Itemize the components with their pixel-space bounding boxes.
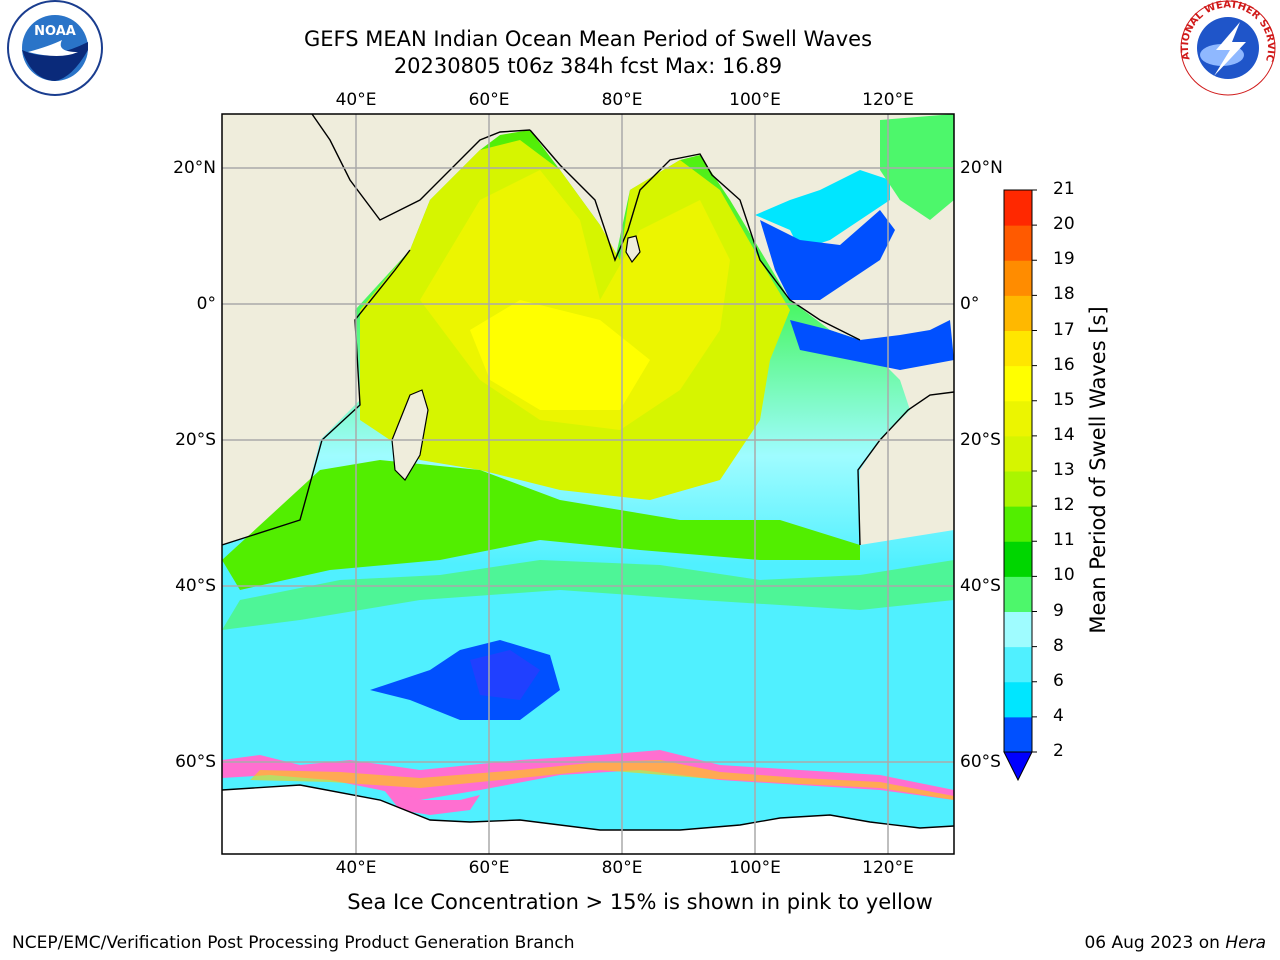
colorbar-segment [1004,506,1032,542]
colorbar-segment [1004,400,1032,437]
colorbar-tick-label: 8 [1053,635,1064,656]
noaa-logo-text: NOAA [34,24,76,39]
lat-label-right: 20°N [960,158,1003,178]
lon-label-top: 40°E [335,90,377,110]
colorbar-tick-label: 21 [1053,179,1075,199]
lon-label-bottom: 100°E [729,858,781,878]
colorbar-segment [1004,541,1032,577]
colorbar-tick-label: 12 [1053,495,1075,516]
lon-label-top: 100°E [729,90,781,110]
lat-label-left: 0° [196,294,216,314]
colorbar-segment [1004,576,1032,612]
colorbar-segment [1004,225,1032,261]
footer-host: Hera [1225,933,1266,953]
lat-label-left: 40°S [175,576,216,596]
colorbar-tick-label: 4 [1053,705,1064,726]
colorbar-segment [1004,646,1032,683]
lat-label-left: 60°S [175,752,216,772]
colorbar-tick-label: 13 [1053,460,1075,480]
lat-label-left: 20°N [173,158,216,178]
lon-label-bottom: 120°E [862,858,914,878]
lon-label-bottom: 40°E [335,858,377,878]
map-subtitle: 20230805 t06z 384h fcst Max: 16.89 [393,54,783,78]
lon-label-top: 120°E [862,90,914,110]
colorbar-segment [1004,471,1032,507]
colorbar-tick-label: 19 [1053,249,1075,270]
colorbar-tick-label: 15 [1053,389,1075,410]
colorbar-segment [1004,716,1032,753]
colorbar-segment [1004,681,1032,718]
nws-logo: NATIONAL WEATHER SERVICE [0,0,1276,96]
map-title: GEFS MEAN Indian Ocean Mean Period of Sw… [303,27,873,51]
lat-label-right: 40°S [960,576,1001,596]
colorbar-tick-label: 17 [1053,319,1075,340]
lon-label-bottom: 60°E [468,858,510,878]
colorbar-tick-label: 6 [1053,670,1064,691]
colorbar-segment [1004,611,1032,648]
map-area [222,114,954,854]
noaa-logo: NOAA [7,0,103,96]
footer-date-text: 06 Aug 2023 on [1084,933,1226,953]
colorbar-tick-label: 10 [1053,565,1075,586]
lon-label-top: 60°E [468,90,510,110]
nws-logo-text: NATIONAL WEATHER SERVICE [0,0,1276,63]
lon-label-top: 80°E [601,90,643,110]
colorbar-segment [1004,435,1032,472]
colorbar-segment [1004,365,1032,402]
lon-label-bottom: 80°E [601,858,643,878]
colorbar-tick-label: 11 [1053,530,1075,551]
footer-date: 06 Aug 2023 on Hera [1084,933,1266,953]
map-frame [221,113,955,855]
colorbar-segment [1004,260,1032,296]
footer-credit: NCEP/EMC/Verification Post Processing Pr… [12,933,575,953]
colorbar-tick-label: 9 [1053,600,1064,621]
colorbar-tick-label: 16 [1053,354,1075,375]
lat-label-left: 20°S [175,430,216,450]
colorbar-tick-label: 20 [1053,214,1075,235]
colorbar-tick-label: 2 [1053,741,1064,761]
colorbar-under-arrow [1003,751,1033,782]
colorbar-tick-label: 18 [1053,284,1075,305]
colorbar [1003,189,1037,782]
sea-ice-note: Sea Ice Concentration > 15% is shown in … [347,890,933,914]
lat-label-right: 20°S [960,430,1001,450]
map-gridlines [222,114,954,854]
lat-label-right: 0° [960,294,980,314]
colorbar-label: Mean Period of Swell Waves [s] [1086,306,1110,634]
colorbar-segment [1004,190,1032,226]
colorbar-segment [1004,295,1032,331]
lat-label-right: 60°S [960,752,1001,772]
colorbar-segment [1004,330,1032,367]
colorbar-tick-label: 14 [1053,424,1075,445]
